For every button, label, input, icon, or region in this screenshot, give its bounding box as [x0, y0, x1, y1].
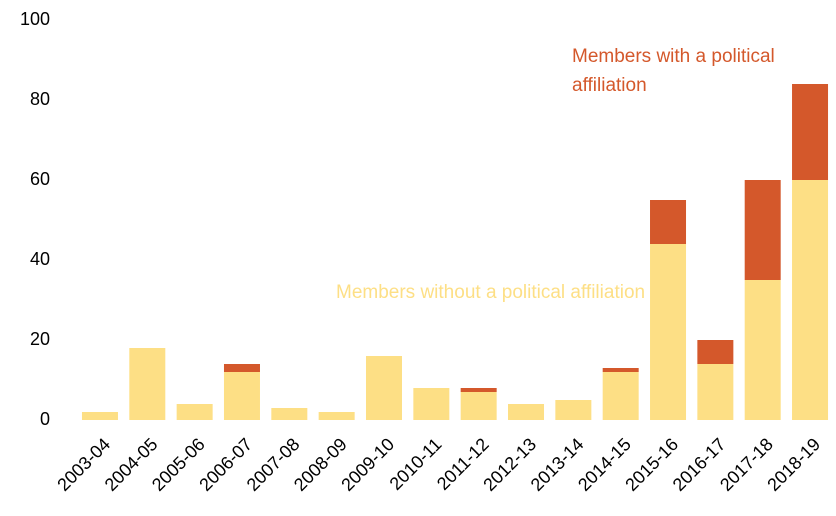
bar-segment — [792, 84, 829, 180]
bar-segment — [650, 200, 687, 244]
bar-segment — [129, 348, 166, 420]
bar-segment — [413, 388, 450, 420]
y-tick-label: 100 — [20, 9, 50, 29]
bar-segment — [460, 388, 497, 392]
series-label: Members with a political affiliation — [572, 46, 775, 96]
bar-segment — [555, 400, 592, 420]
bar-segment — [697, 340, 734, 364]
x-tick-label: 2010-11 — [386, 434, 446, 494]
bar-segment — [508, 404, 545, 420]
bar-segment — [697, 364, 734, 420]
bar-segment — [176, 404, 213, 420]
bar-segment — [792, 180, 829, 420]
y-tick-label: 40 — [30, 249, 50, 269]
bar-segment — [223, 364, 260, 372]
x-tick-label: 2018-19 — [763, 434, 824, 495]
bar-segment — [602, 368, 639, 372]
y-tick-label: 80 — [30, 89, 50, 109]
bar-segment — [318, 412, 355, 420]
series-label: Members without a political affiliation — [336, 282, 646, 303]
bar-segment — [223, 372, 260, 420]
bar-segment — [81, 412, 118, 420]
bar-segment — [271, 408, 308, 420]
y-tick-label: 60 — [30, 169, 50, 189]
y-tick-label: 20 — [30, 329, 50, 349]
y-tick-label: 0 — [40, 409, 50, 429]
bar-segment — [460, 392, 497, 420]
bar-segment — [650, 244, 687, 420]
bar-segment — [744, 180, 781, 280]
bar-segment — [365, 356, 402, 420]
bar-segment — [744, 280, 781, 420]
x-tick-label: 2009-10 — [337, 434, 398, 495]
bar-segment — [602, 372, 639, 420]
